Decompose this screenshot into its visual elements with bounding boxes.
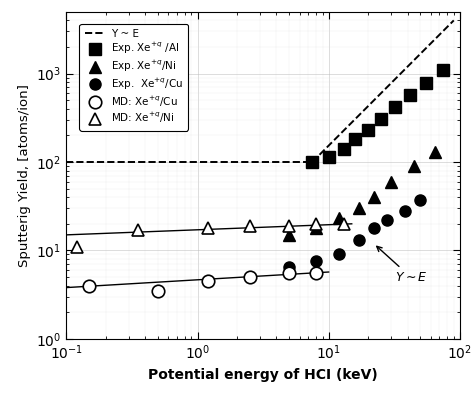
MD: Xe$^{+q}$/Ni: (0.35, 17): Xe$^{+q}$/Ni: (0.35, 17) (135, 228, 141, 232)
Exp. Xe$^{+q}$/Ni (286, 232, 292, 237)
Exp.  Xe$^{+q}$/Cu (384, 218, 390, 223)
Exp.  Xe$^{+q}$/Cu (402, 208, 408, 213)
MD: Xe$^{+q}$/Cu: (0.15, 4): Xe$^{+q}$/Cu: (0.15, 4) (87, 283, 92, 288)
MD: Xe$^{+q}$/Cu: (1.2, 4.5): Xe$^{+q}$/Cu: (1.2, 4.5) (205, 279, 211, 283)
Exp.  Xe$^{+q}$/Cu (356, 238, 362, 243)
Exp. Xe$^{+q}$ /Al (365, 128, 371, 132)
MD: Xe$^{+q}$/Ni: (5, 19): Xe$^{+q}$/Ni: (5, 19) (286, 223, 292, 228)
Exp.  Xe$^{+q}$/Cu (313, 259, 319, 264)
Exp. Xe$^{+q}$/Ni (313, 225, 319, 230)
X-axis label: Potential energy of HCI (keV): Potential energy of HCI (keV) (148, 368, 378, 382)
Exp.  Xe$^{+q}$/Cu (418, 198, 423, 203)
Exp. Xe$^{+q}$ /Al (310, 160, 315, 164)
Exp. Xe$^{+q}$/Ni (388, 179, 394, 184)
Exp. Xe$^{+q}$/Ni (356, 206, 362, 211)
MD: Xe$^{+q}$/Cu: (0.5, 3.5): Xe$^{+q}$/Cu: (0.5, 3.5) (155, 288, 161, 293)
MD: Xe$^{+q}$/Ni: (0.12, 11): Xe$^{+q}$/Ni: (0.12, 11) (74, 244, 80, 249)
Exp. Xe$^{+q}$ /Al (408, 92, 413, 97)
Exp. Xe$^{+q}$ /Al (341, 147, 346, 151)
Legend: Y ~ E, Exp. Xe$^{+q}$ /Al, Exp. Xe$^{+q}$/Ni, Exp.  Xe$^{+q}$/Cu, MD: Xe$^{+q}$/: Y ~ E, Exp. Xe$^{+q}$ /Al, Exp. Xe$^{+q}… (80, 24, 188, 130)
MD: Xe$^{+q}$/Ni: (8, 20): Xe$^{+q}$/Ni: (8, 20) (313, 221, 319, 226)
Line: MD: Xe$^{+q}$/Cu: MD: Xe$^{+q}$/Cu (83, 267, 322, 297)
MD: Xe$^{+q}$/Cu: (5, 5.5): Xe$^{+q}$/Cu: (5, 5.5) (286, 271, 292, 276)
Exp. Xe$^{+q}$/Ni (432, 150, 438, 154)
Exp. Xe$^{+q}$/Ni (371, 195, 376, 200)
Exp.  Xe$^{+q}$/Cu (286, 265, 292, 269)
Y-axis label: Sputterig Yield, [atoms/ion]: Sputterig Yield, [atoms/ion] (18, 84, 31, 267)
Exp. Xe$^{+q}$ /Al (378, 116, 383, 121)
Exp. Xe$^{+q}$/Ni (336, 216, 342, 221)
Exp. Xe$^{+q}$ /Al (353, 137, 358, 142)
Exp. Xe$^{+q}$ /Al (423, 81, 428, 85)
MD: Xe$^{+q}$/Ni: (2.5, 19): Xe$^{+q}$/Ni: (2.5, 19) (247, 223, 253, 228)
MD: Xe$^{+q}$/Ni: (1.2, 18): Xe$^{+q}$/Ni: (1.2, 18) (205, 225, 211, 230)
Line: Exp. Xe$^{+q}$/Ni: Exp. Xe$^{+q}$/Ni (283, 147, 441, 240)
Exp.  Xe$^{+q}$/Cu (336, 252, 342, 257)
Exp. Xe$^{+q}$ /Al (326, 154, 331, 159)
Line: MD: Xe$^{+q}$/Ni: MD: Xe$^{+q}$/Ni (71, 217, 350, 253)
MD: Xe$^{+q}$/Cu: (8, 5.5): Xe$^{+q}$/Cu: (8, 5.5) (313, 271, 319, 276)
Exp. Xe$^{+q}$ /Al (392, 104, 398, 109)
MD: Xe$^{+q}$/Ni: (13, 20): Xe$^{+q}$/Ni: (13, 20) (341, 221, 346, 226)
Text: $Y \sim E$: $Y \sim E$ (377, 246, 428, 284)
Exp. Xe$^{+q}$/Ni (411, 164, 417, 168)
Exp. Xe$^{+q}$ /Al (440, 68, 446, 72)
Exp.  Xe$^{+q}$/Cu (371, 225, 376, 230)
Line: Exp. Xe$^{+q}$ /Al: Exp. Xe$^{+q}$ /Al (307, 64, 449, 167)
Line: Exp.  Xe$^{+q}$/Cu: Exp. Xe$^{+q}$/Cu (283, 195, 426, 273)
MD: Xe$^{+q}$/Cu: (2.5, 5): Xe$^{+q}$/Cu: (2.5, 5) (247, 275, 253, 279)
